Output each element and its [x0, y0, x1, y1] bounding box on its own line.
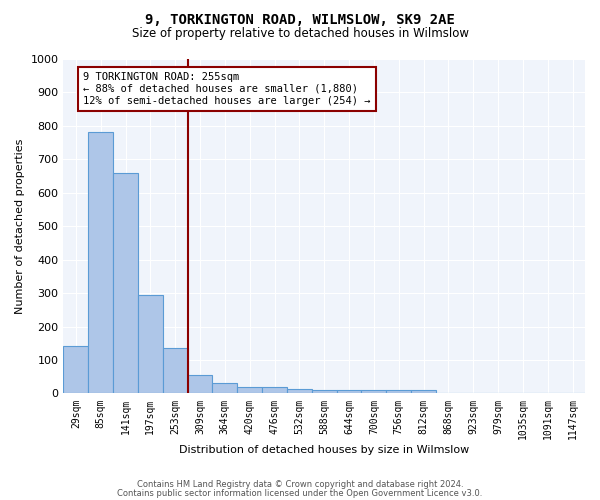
- Y-axis label: Number of detached properties: Number of detached properties: [15, 138, 25, 314]
- Bar: [212, 384, 237, 394]
- Bar: [188, 375, 212, 394]
- Text: 9, TORKINGTON ROAD, WILMSLOW, SK9 2AE: 9, TORKINGTON ROAD, WILMSLOW, SK9 2AE: [145, 12, 455, 26]
- Bar: [361, 390, 386, 394]
- Bar: [337, 390, 361, 394]
- Text: Size of property relative to detached houses in Wilmslow: Size of property relative to detached ho…: [131, 28, 469, 40]
- Text: 9 TORKINGTON ROAD: 255sqm
← 88% of detached houses are smaller (1,880)
12% of se: 9 TORKINGTON ROAD: 255sqm ← 88% of detac…: [83, 72, 371, 106]
- Bar: [163, 348, 188, 394]
- Text: Contains public sector information licensed under the Open Government Licence v3: Contains public sector information licen…: [118, 488, 482, 498]
- Bar: [386, 390, 411, 394]
- Bar: [312, 390, 337, 394]
- Bar: [287, 389, 312, 394]
- Text: Contains HM Land Registry data © Crown copyright and database right 2024.: Contains HM Land Registry data © Crown c…: [137, 480, 463, 489]
- Bar: [138, 295, 163, 394]
- Bar: [411, 390, 436, 394]
- Bar: [113, 172, 138, 394]
- X-axis label: Distribution of detached houses by size in Wilmslow: Distribution of detached houses by size …: [179, 445, 469, 455]
- Bar: [237, 387, 262, 394]
- Bar: [262, 388, 287, 394]
- Bar: [64, 346, 88, 394]
- Bar: [88, 132, 113, 394]
